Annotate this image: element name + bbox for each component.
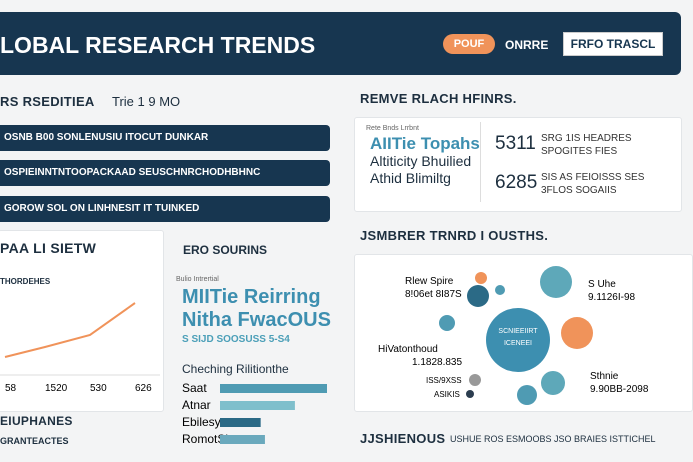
section-heading: REMVE RLACH HFINRS.	[360, 91, 517, 106]
section-heading: RS RSEDITIEA	[0, 94, 95, 109]
section-note: Trie 1 9 MO	[112, 94, 181, 109]
x-tick-label: 1520	[45, 383, 68, 394]
trend-chart: 58 1520 530 626	[0, 302, 160, 394]
bubble-label: ISS/9XSS	[426, 376, 462, 385]
stat-label: SPOGITES FIES	[541, 146, 618, 157]
bubble-label: HiVatonthoud	[378, 344, 438, 355]
list-title: Cheching Rilitionthe	[182, 362, 289, 376]
card-title: AIITie Topahs	[370, 134, 480, 153]
stat-label: SIS AS FEIOISSS SES	[541, 172, 645, 183]
divider	[480, 122, 481, 202]
trend-subtitle: THORDEHES	[0, 277, 51, 286]
card-line: Athid Blimiltg	[370, 170, 451, 186]
trend-title: PAA LI SIETW	[0, 240, 97, 256]
bubble-text: ICENEEI	[504, 340, 532, 347]
bar-label: Ebilesy	[182, 415, 221, 429]
bar-label: Saat	[182, 381, 207, 395]
bar	[220, 401, 295, 410]
stat-value: 6285	[495, 172, 538, 193]
list-row[interactable]: GOROW SOL ON LINHNESIT IT TUINKED	[0, 196, 330, 222]
nav-link[interactable]: ONRRE	[505, 38, 549, 52]
x-tick-label: 58	[5, 383, 17, 394]
bubble-label: 9.90BB-2098	[590, 384, 649, 395]
bubble-label: ASIKIS	[434, 390, 460, 399]
section-heading: JSMBRER TRNRD I OUSTHS.	[360, 228, 549, 243]
stat-label: SRG 1IS HEADRES	[541, 133, 632, 144]
big-text: Nitha FwacOUS	[182, 309, 331, 331]
bar-label: Atnar	[182, 398, 211, 412]
x-tick-label: 530	[90, 383, 107, 394]
bar	[220, 418, 261, 427]
title: LOBAL RESEARCH TRENDS	[0, 32, 316, 58]
small-text: S SIJD SOOSUSS 5-S4	[182, 334, 290, 345]
bubble-label: 8!06et 8I87S	[405, 289, 462, 300]
bubble-label: S Uhe	[588, 279, 616, 290]
stat-label: 3FLOS SOGAIIS	[541, 185, 617, 196]
bubbles	[439, 266, 593, 405]
bubble-label: Sthnie	[590, 371, 619, 382]
footer-sub: GRANTEACTES	[0, 436, 69, 446]
bubble-label: 9.1126I-98	[588, 292, 636, 303]
trend-card	[0, 230, 164, 412]
list-row[interactable]: OSPIEINNTNTOOPACKAAD SEUSCHNRCHODHBHNC	[0, 160, 330, 186]
bubble-label: Rlew Spire	[405, 276, 454, 287]
stat-value: 5311	[495, 133, 536, 154]
trend-line	[4, 302, 136, 358]
bar	[220, 384, 327, 393]
list-row[interactable]: OSNB B00 SONLENUSIU ITOCUT DUNKAR	[0, 125, 330, 151]
big-text: MIITie Reirring	[182, 286, 321, 308]
footer-title: EIUPHANES	[0, 414, 73, 428]
footer-sub: USHUE ROS ESMOOBS JSO BRAIES ISTTICHEL	[450, 434, 656, 444]
bar	[220, 435, 265, 444]
bubble-label: 1.1828.835	[412, 357, 462, 368]
secondary-button[interactable]: FRFO TRASCL	[563, 32, 663, 56]
footer-title: JJSHIENOUS	[360, 431, 446, 446]
card-label: Rete Bnds Lrrbnt	[366, 125, 419, 132]
card-label: Bulio Intrertial	[176, 276, 219, 283]
card-line: Altiticity Bhuilied	[370, 153, 472, 169]
primary-button[interactable]: POUF	[443, 34, 495, 54]
x-tick-label: 626	[135, 383, 152, 394]
bubble-chart: SCNIEEIIRT ICENEEI Rlew Spire 8!06et 8I8…	[378, 266, 649, 405]
section-heading: ERO SOURINS	[183, 243, 268, 257]
stats-card	[354, 117, 682, 212]
bubble-text: SCNIEEIIRT	[498, 328, 538, 335]
